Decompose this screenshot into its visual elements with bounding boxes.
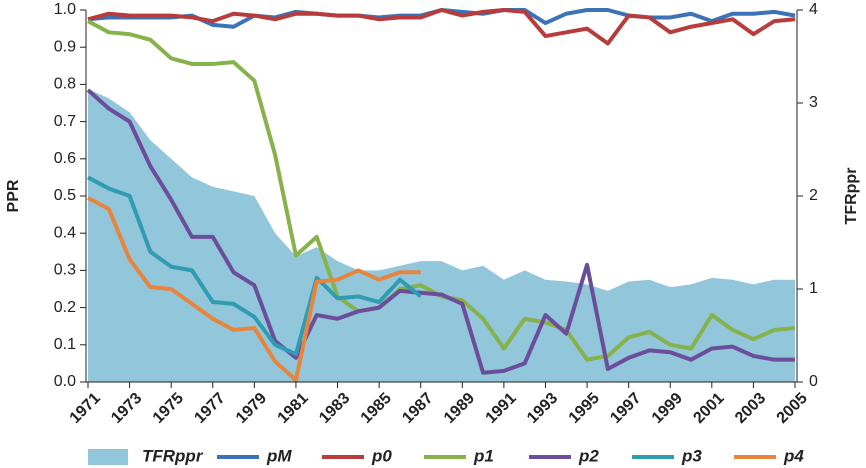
x-tick-label: 1985 xyxy=(358,390,395,427)
legend-swatch xyxy=(88,449,128,465)
y-tick-label: 0.0 xyxy=(54,373,76,390)
x-tick-label: 1981 xyxy=(275,390,312,427)
y-tick-label: 0.2 xyxy=(54,299,76,316)
legend-label: p0 xyxy=(371,446,392,465)
x-tick-label: 1991 xyxy=(483,390,520,427)
x-tick-label: 1977 xyxy=(191,390,228,427)
legend-label: p2 xyxy=(578,446,599,465)
y2-tick-label: 4 xyxy=(809,1,818,18)
legend-label: p4 xyxy=(783,446,804,465)
line xyxy=(87,196,421,383)
y2-tick-label: 1 xyxy=(809,280,818,297)
x-tick-label: 2005 xyxy=(774,390,811,427)
x-tick-label: 1989 xyxy=(441,390,478,427)
legend-label: p1 xyxy=(473,446,494,465)
y2-tick-label: 0 xyxy=(809,373,818,390)
x-tick-label: 1975 xyxy=(150,390,187,427)
y-tick-label: 0.7 xyxy=(54,113,76,130)
y2-axis-label: TFRppr xyxy=(843,168,860,225)
x-tick-label: 1973 xyxy=(108,390,145,427)
x-tick-label: 1983 xyxy=(316,390,353,427)
legend-label: pM xyxy=(266,446,292,465)
y-tick-label: 0.9 xyxy=(54,38,76,55)
x-tick-label: 2001 xyxy=(690,390,727,427)
x-tick-label: 1979 xyxy=(233,390,270,427)
legend-label: TFRppr xyxy=(142,446,204,465)
y-tick-label: 0.4 xyxy=(54,224,76,241)
x-tick-label: 2003 xyxy=(732,390,769,427)
y-axis-label: PPR xyxy=(5,179,22,212)
y-tick-label: 0.3 xyxy=(54,262,76,279)
y2-tick-label: 3 xyxy=(809,94,818,111)
x-tick-label: 1971 xyxy=(67,390,104,427)
x-tick-label: 1997 xyxy=(607,390,644,427)
x-tick-label: 1995 xyxy=(566,390,603,427)
x-tick-label: 1999 xyxy=(649,390,686,427)
legend-label: p3 xyxy=(681,446,702,465)
x-tick-label: 1993 xyxy=(524,390,561,427)
x-tick-label: 1987 xyxy=(399,390,436,427)
y-tick-label: 0.8 xyxy=(54,76,76,93)
y-tick-label: 0.1 xyxy=(54,336,76,353)
line xyxy=(87,8,796,46)
y2-tick-label: 2 xyxy=(809,187,818,204)
y-tick-label: 0.6 xyxy=(54,150,76,167)
y-tick-label: 0.5 xyxy=(54,187,76,204)
line xyxy=(86,88,795,375)
line xyxy=(87,175,422,357)
y-tick-label: 1.0 xyxy=(54,1,76,18)
